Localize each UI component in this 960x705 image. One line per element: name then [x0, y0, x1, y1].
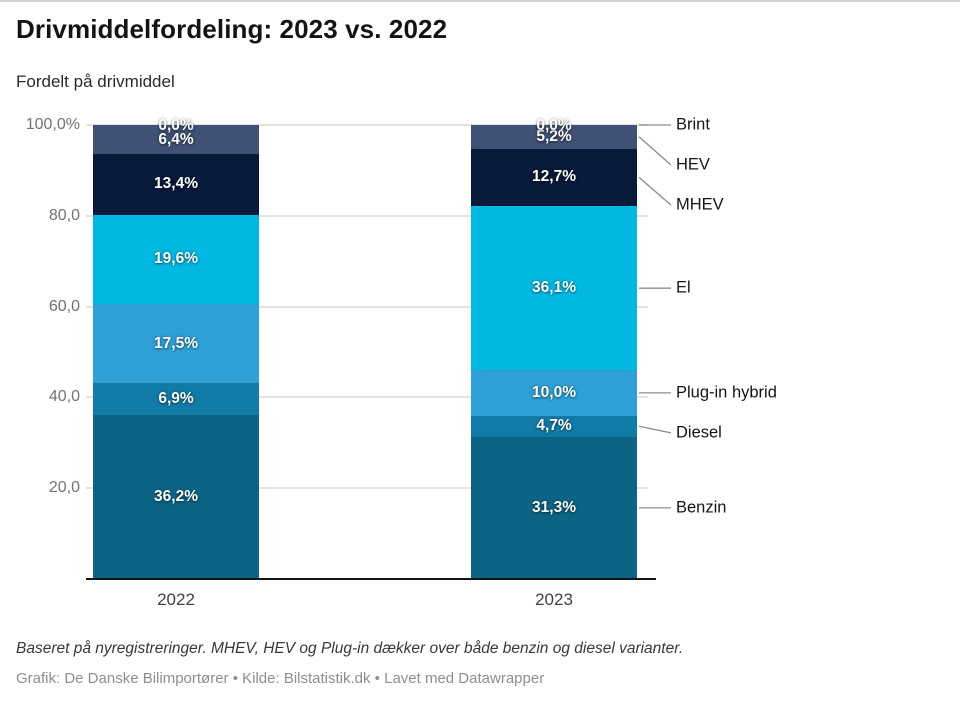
segment-value-label: 10,0%: [532, 383, 576, 401]
legend-label-brint: Brint: [676, 115, 710, 134]
x-axis-baseline: [86, 578, 656, 580]
segment-2023-el[interactable]: [471, 206, 637, 371]
segment-value-label: 36,1%: [532, 279, 576, 297]
x-axis-category-label: 2022: [157, 590, 195, 609]
legend-label-plug-in-hybrid: Plug-in hybrid: [676, 383, 777, 402]
segment-value-label: 13,4%: [154, 175, 198, 193]
segment-value-label: 12,7%: [532, 168, 576, 186]
segment-2023-benzin[interactable]: [471, 436, 637, 579]
segment-2023-plug-in-hybrid[interactable]: [471, 370, 637, 416]
segment-2022-benzin[interactable]: [93, 414, 259, 579]
y-gridline: [86, 124, 648, 126]
y-gridline: [86, 487, 648, 490]
segment-value-label: 6,9%: [158, 389, 194, 407]
segment-value-label: 6,4%: [158, 130, 194, 148]
legend-connector-line: [638, 425, 672, 434]
legend-label-el: El: [676, 278, 691, 297]
x-axis-category-label: 2023: [535, 590, 573, 609]
y-axis-tick-label: 40,0: [48, 388, 80, 406]
segment-2022-plug-in-hybrid[interactable]: [93, 303, 259, 384]
y-gridline: [86, 396, 648, 399]
segment-2023-hev[interactable]: [471, 125, 637, 149]
chart-notes: Baseret på nyregistreringer. MHEV, HEV o…: [16, 640, 684, 657]
segment-2022-el[interactable]: [93, 214, 259, 304]
segment-value-label: 17,5%: [154, 334, 198, 352]
chart-title: Drivmiddelfordeling: 2023 vs. 2022: [16, 14, 448, 44]
segment-value-label: 0,0%: [158, 117, 194, 134]
y-axis-tick-label: 60,0: [48, 297, 80, 315]
segment-value-label: 19,6%: [154, 250, 198, 268]
segment-2023-diesel[interactable]: [471, 415, 637, 437]
segment-2022-hev[interactable]: [93, 125, 259, 155]
chart-byline: Grafik: De Danske Bilimportører • Kilde:…: [16, 670, 545, 687]
y-axis-tick-label: 100,0%: [25, 116, 80, 133]
legend-connector-line: [638, 136, 672, 166]
y-gridline: [86, 214, 648, 217]
legend-connector-line: [638, 176, 672, 206]
y-gridline: [86, 305, 648, 308]
segment-value-label: 31,3%: [532, 498, 576, 516]
segment-2023-mhev[interactable]: [471, 148, 637, 207]
legend-label-benzin: Benzin: [676, 498, 727, 517]
y-axis-tick-label: 80,0: [48, 206, 80, 224]
segment-value-label: 4,7%: [536, 417, 572, 435]
chart-subtitle: Fordelt på drivmiddel: [16, 72, 175, 91]
legend-label-mhev: MHEV: [676, 195, 724, 214]
legend-label-diesel: Diesel: [676, 423, 722, 442]
segment-value-label: 36,2%: [154, 487, 198, 505]
legend-label-hev: HEV: [676, 155, 710, 174]
y-axis-tick-label: 20,0: [48, 479, 80, 497]
segment-value-label: 5,2%: [536, 127, 572, 145]
segment-2022-diesel[interactable]: [93, 383, 259, 415]
segment-value-label: 0,0%: [536, 117, 572, 134]
segment-2022-mhev[interactable]: [93, 154, 259, 215]
